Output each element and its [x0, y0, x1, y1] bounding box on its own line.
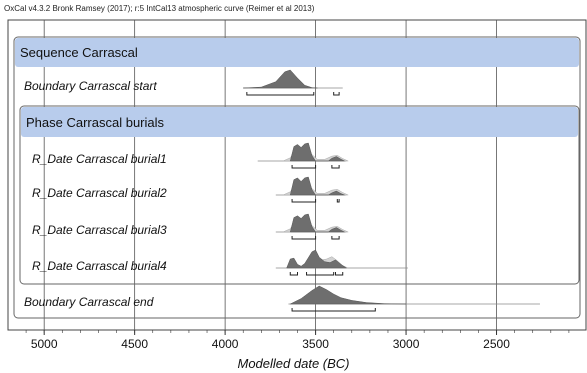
distribution-row: Boundary Carrascal start	[24, 69, 343, 96]
row-label: R_Date Carrascal burial1	[32, 152, 167, 166]
row-label: R_Date Carrascal burial2	[32, 186, 167, 200]
posterior-distribution	[289, 142, 345, 162]
phase-header-band	[21, 107, 578, 137]
hpd-range	[246, 92, 315, 96]
hpd-range	[331, 165, 340, 169]
chart-header-text: OxCal v4.3.2 Bronk Ramsey (2017); r:5 In…	[4, 4, 315, 13]
x-tick-label: 3500	[302, 337, 329, 351]
sequence-label: Sequence Carrascal	[20, 45, 138, 60]
posterior-distribution	[290, 285, 407, 305]
hpd-range	[306, 272, 335, 276]
row-label: Boundary Carrascal start	[24, 79, 157, 93]
hpd-range	[291, 308, 376, 312]
phase-box	[19, 105, 580, 285]
distribution-row: R_Date Carrascal burial3	[32, 213, 349, 240]
row-label: Boundary Carrascal end	[24, 295, 154, 309]
hpd-range	[336, 199, 340, 203]
hpd-range	[289, 272, 298, 276]
posterior-distribution	[286, 249, 348, 269]
x-tick-label: 4000	[212, 337, 239, 351]
posterior-distribution	[289, 213, 345, 233]
sequence-box	[13, 36, 581, 319]
x-tick-label: 4500	[121, 337, 148, 351]
sequence-header-band	[15, 38, 579, 67]
posterior-distribution	[243, 69, 318, 89]
posterior-distribution	[289, 176, 345, 196]
hpd-range	[291, 199, 317, 203]
plot-frame	[7, 19, 587, 331]
distribution-row: R_Date Carrascal burial1	[32, 142, 349, 169]
hpd-range	[291, 236, 317, 240]
distribution-row: R_Date Carrascal burial4	[32, 249, 408, 276]
phase-label: Phase Carrascal burials	[26, 115, 165, 130]
row-label: R_Date Carrascal burial4	[32, 259, 167, 273]
hpd-range	[334, 272, 344, 276]
row-label: R_Date Carrascal burial3	[32, 223, 167, 237]
x-tick-label: 5000	[31, 337, 58, 351]
hpd-range	[291, 165, 317, 169]
x-axis-label: Modelled date (BC)	[237, 356, 350, 371]
hpd-range	[333, 92, 340, 96]
distribution-row: Boundary Carrascal end	[24, 285, 540, 312]
hpd-range	[331, 236, 340, 240]
x-tick-label: 3000	[393, 337, 420, 351]
x-tick-label: 2500	[483, 337, 510, 351]
distribution-row: R_Date Carrascal burial2	[32, 176, 349, 203]
